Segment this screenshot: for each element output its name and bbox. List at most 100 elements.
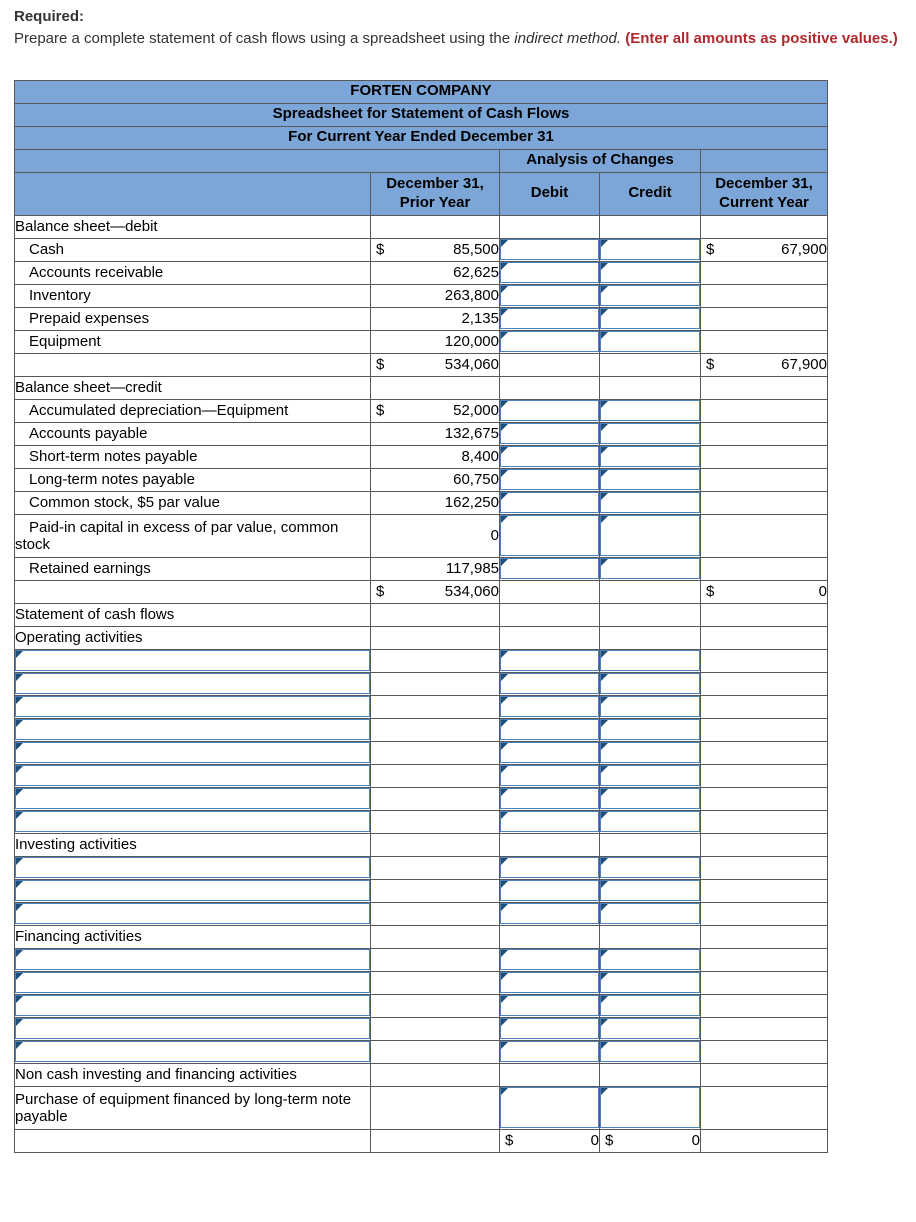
- debit-input[interactable]: [500, 262, 599, 284]
- debit-input[interactable]: [500, 765, 599, 787]
- credit-input[interactable]: [600, 696, 700, 718]
- account-label: Accounts payable: [14, 421, 371, 446]
- debit-input[interactable]: [500, 972, 599, 994]
- credit-input[interactable]: [600, 423, 700, 445]
- credit-input[interactable]: [600, 239, 700, 261]
- description-input[interactable]: [15, 788, 370, 810]
- description-input[interactable]: [15, 1018, 370, 1040]
- debit-input[interactable]: [500, 673, 599, 695]
- debit-input[interactable]: [500, 857, 599, 879]
- debit-input[interactable]: [500, 331, 599, 353]
- credit-input[interactable]: [600, 492, 700, 514]
- debit-input[interactable]: [500, 239, 599, 261]
- description-input[interactable]: [15, 650, 370, 672]
- description-input[interactable]: [15, 811, 370, 833]
- credit-input[interactable]: [600, 880, 700, 902]
- debit-input[interactable]: [500, 1041, 599, 1063]
- debit-input[interactable]: [500, 400, 599, 422]
- credit-input[interactable]: [600, 1087, 700, 1129]
- empty-cell: [700, 786, 828, 811]
- credit-input[interactable]: [600, 650, 700, 672]
- debit-input[interactable]: [500, 308, 599, 330]
- credit-input[interactable]: [600, 308, 700, 330]
- credit-cell: [599, 786, 701, 811]
- amount: 117,985: [445, 560, 499, 578]
- debit-input[interactable]: [500, 469, 599, 491]
- credit-cell: [599, 993, 701, 1018]
- debit-input[interactable]: [500, 788, 599, 810]
- credit-input[interactable]: [600, 995, 700, 1017]
- credit-input[interactable]: [600, 446, 700, 468]
- description-input[interactable]: [15, 696, 370, 718]
- description-input[interactable]: [15, 765, 370, 787]
- debit-input[interactable]: [500, 515, 599, 557]
- credit-input[interactable]: [600, 558, 700, 580]
- debit-cell: [499, 786, 600, 811]
- credit-input[interactable]: [600, 469, 700, 491]
- description-input[interactable]: [15, 1041, 370, 1063]
- entry-row: [14, 970, 828, 995]
- current-year-total: $0: [700, 579, 828, 604]
- empty-cell: [499, 924, 600, 949]
- debit-input[interactable]: [500, 1018, 599, 1040]
- debit-input[interactable]: [500, 558, 599, 580]
- debit-input[interactable]: [500, 446, 599, 468]
- credit-input[interactable]: [600, 742, 700, 764]
- description-input[interactable]: [15, 880, 370, 902]
- debit-input[interactable]: [500, 811, 599, 833]
- debit-input[interactable]: [500, 719, 599, 741]
- credit-input[interactable]: [600, 903, 700, 925]
- description-input[interactable]: [15, 857, 370, 879]
- credit-input[interactable]: [600, 262, 700, 284]
- empty-cell: [700, 375, 828, 400]
- debit-input[interactable]: [500, 1087, 599, 1129]
- credit-input[interactable]: [600, 1018, 700, 1040]
- description-input[interactable]: [15, 995, 370, 1017]
- description-input[interactable]: [15, 719, 370, 741]
- credit-input[interactable]: [600, 765, 700, 787]
- credit-input[interactable]: [600, 673, 700, 695]
- amount: 67,900: [781, 241, 827, 259]
- debit-input[interactable]: [500, 903, 599, 925]
- empty-cell: [370, 924, 500, 949]
- credit-input[interactable]: [600, 285, 700, 307]
- debit-input[interactable]: [500, 995, 599, 1017]
- debit-input[interactable]: [500, 285, 599, 307]
- credit-total: $0: [599, 1128, 701, 1153]
- credit-input[interactable]: [600, 857, 700, 879]
- empty-cell: [700, 260, 828, 285]
- credit-input[interactable]: [600, 788, 700, 810]
- debit-input[interactable]: [500, 949, 599, 971]
- credit-input[interactable]: [600, 400, 700, 422]
- credit-input[interactable]: [600, 1041, 700, 1063]
- debit-input[interactable]: [500, 650, 599, 672]
- debit-input[interactable]: [500, 880, 599, 902]
- instructions-body: Prepare a complete statement of cash flo…: [14, 30, 515, 47]
- credit-input[interactable]: [600, 331, 700, 353]
- credit-cell: [599, 421, 701, 446]
- empty-cell: [370, 671, 500, 696]
- debit-input[interactable]: [500, 492, 599, 514]
- debit-input[interactable]: [500, 423, 599, 445]
- credit-input[interactable]: [600, 515, 700, 557]
- description-input[interactable]: [15, 949, 370, 971]
- debit-input[interactable]: [500, 696, 599, 718]
- description-input[interactable]: [15, 972, 370, 994]
- empty-cell: [700, 444, 828, 469]
- credit-input[interactable]: [600, 949, 700, 971]
- entry-row: [14, 1016, 828, 1041]
- instructions-method: indirect method.: [514, 30, 622, 47]
- section-row: Investing activities: [14, 832, 828, 857]
- debit-input[interactable]: [500, 742, 599, 764]
- debit-total: $0: [499, 1128, 600, 1153]
- empty-cell: [700, 648, 828, 673]
- description-input[interactable]: [15, 673, 370, 695]
- debit-cell: [499, 467, 600, 492]
- credit-input[interactable]: [600, 972, 700, 994]
- currency-symbol: $: [706, 583, 715, 601]
- description-input[interactable]: [15, 903, 370, 925]
- empty-cell: [370, 717, 500, 742]
- description-input[interactable]: [15, 742, 370, 764]
- credit-input[interactable]: [600, 811, 700, 833]
- credit-input[interactable]: [600, 719, 700, 741]
